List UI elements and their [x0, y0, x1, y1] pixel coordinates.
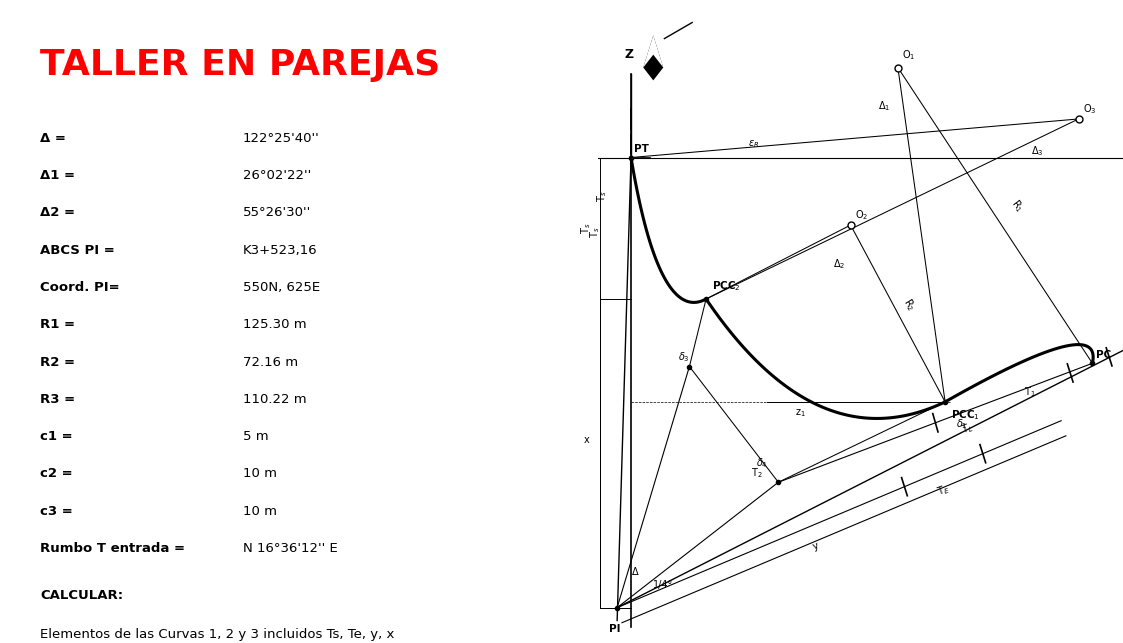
Text: 10 m: 10 m	[243, 467, 277, 480]
Text: 26°02'22'': 26°02'22''	[243, 169, 311, 182]
Text: Coord. PI=: Coord. PI=	[40, 281, 120, 294]
Text: ABCS PI =: ABCS PI =	[40, 244, 116, 257]
Text: PT: PT	[633, 144, 649, 154]
Polygon shape	[643, 35, 664, 68]
Text: 5 m: 5 m	[243, 430, 268, 443]
Text: O$_3$: O$_3$	[1083, 102, 1096, 116]
Text: 72.16 m: 72.16 m	[243, 356, 298, 368]
Text: Z: Z	[624, 48, 633, 61]
Text: R3 =: R3 =	[40, 393, 75, 406]
Text: Δ1 =: Δ1 =	[40, 169, 75, 182]
Text: PCC$_1$: PCC$_1$	[951, 408, 979, 422]
Text: 10 m: 10 m	[243, 505, 277, 518]
Text: $\Delta$: $\Delta$	[631, 565, 640, 577]
Text: $\Delta_1$: $\Delta_1$	[878, 99, 891, 113]
Text: c3 =: c3 =	[40, 505, 73, 518]
Text: 1/4°: 1/4°	[654, 581, 674, 590]
Text: $\delta_3$: $\delta_3$	[678, 350, 690, 364]
Text: PC: PC	[1096, 350, 1112, 360]
Text: N 16°36'12'' E: N 16°36'12'' E	[243, 542, 338, 555]
Text: T$_E$: T$_E$	[935, 482, 951, 499]
Text: T$_1$: T$_1$	[1024, 385, 1037, 399]
Text: 55°26'30'': 55°26'30''	[243, 206, 311, 219]
Text: T$_s$: T$_s$	[579, 222, 593, 234]
Text: TALLER EN PAREJAS: TALLER EN PAREJAS	[40, 48, 440, 82]
Text: y: y	[811, 540, 820, 552]
Text: Δ =: Δ =	[40, 132, 66, 145]
Text: 122°25'40'': 122°25'40''	[243, 132, 320, 145]
Text: $\Delta_2$: $\Delta_2$	[833, 257, 846, 271]
Text: $\delta_1$: $\delta_1$	[957, 417, 968, 431]
Text: $\delta_4$: $\delta_4$	[756, 456, 768, 470]
Text: T$_s$: T$_s$	[588, 227, 602, 239]
Text: T$_L$: T$_L$	[959, 421, 975, 437]
Text: O$_1$: O$_1$	[902, 49, 915, 62]
Text: R2 =: R2 =	[40, 356, 75, 368]
Text: O$_2$: O$_2$	[855, 208, 868, 222]
Text: T$_s$: T$_s$	[595, 190, 609, 202]
Text: 550N, 625E: 550N, 625E	[243, 281, 320, 294]
Text: R1 =: R1 =	[40, 318, 75, 331]
Text: Elementos de las Curvas 1, 2 y 3 incluidos Ts, Te, y, x: Elementos de las Curvas 1, 2 y 3 incluid…	[40, 628, 395, 640]
Text: R$_1$: R$_1$	[1008, 197, 1026, 215]
Text: CALCULAR:: CALCULAR:	[40, 589, 124, 602]
Polygon shape	[643, 35, 664, 80]
Text: $\epsilon_R$: $\epsilon_R$	[748, 138, 759, 150]
Text: PI: PI	[609, 624, 620, 634]
Text: Rumbo T entrada =: Rumbo T entrada =	[40, 542, 185, 555]
Text: 110.22 m: 110.22 m	[243, 393, 307, 406]
Text: c2 =: c2 =	[40, 467, 73, 480]
Text: z$_1$: z$_1$	[795, 407, 806, 419]
Text: R$_2$: R$_2$	[900, 296, 919, 314]
Text: K3+523,16: K3+523,16	[243, 244, 318, 257]
Text: x: x	[584, 435, 590, 446]
Text: PCC$_2$: PCC$_2$	[712, 279, 740, 293]
Text: c1 =: c1 =	[40, 430, 73, 443]
Text: 125.30 m: 125.30 m	[243, 318, 307, 331]
Text: Δ2 =: Δ2 =	[40, 206, 75, 219]
Text: T$_2$: T$_2$	[750, 466, 763, 480]
Text: $\Delta_3$: $\Delta_3$	[1031, 144, 1043, 158]
